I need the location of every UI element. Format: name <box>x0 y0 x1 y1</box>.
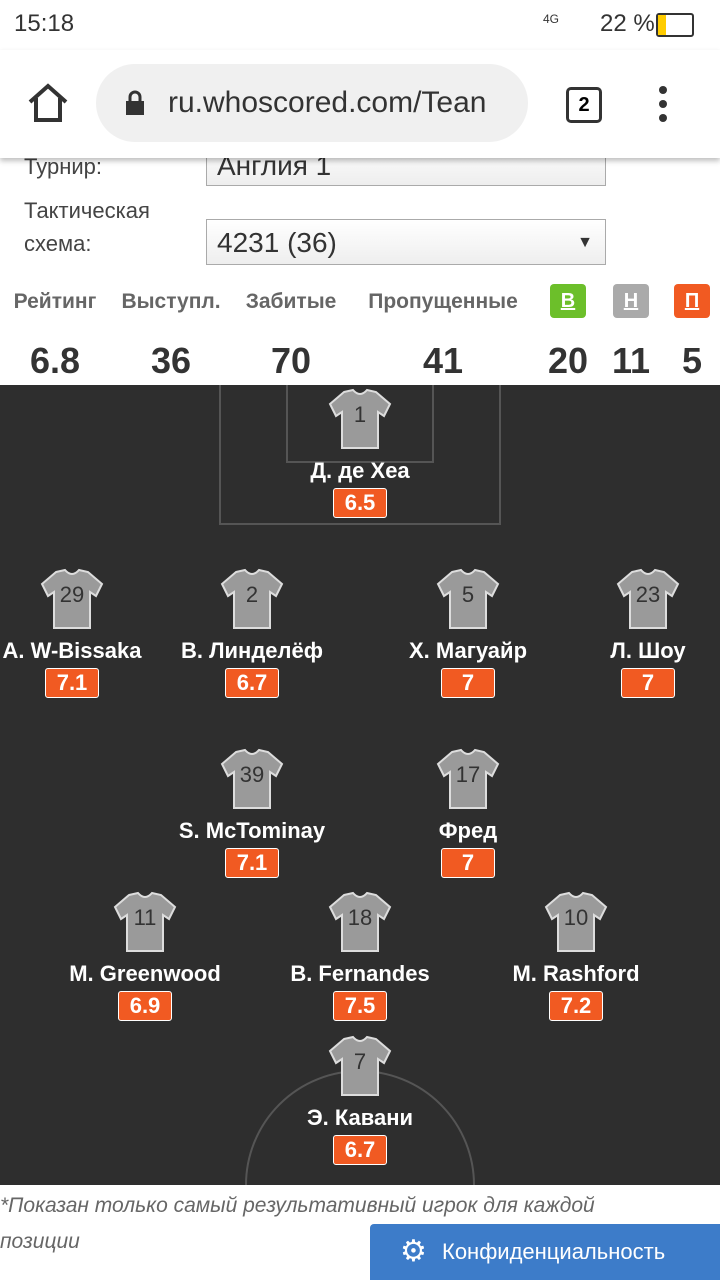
shirt: 29 <box>0 568 172 630</box>
player-name: M. Rashford <box>512 961 640 986</box>
player-name: Фред <box>438 818 498 843</box>
player-rating: 7.1 <box>45 668 99 698</box>
shirt-number: 39 <box>239 762 265 787</box>
player-rating: 6.9 <box>118 991 172 1021</box>
stat-value: 5 <box>681 340 703 381</box>
player: 17 Фред 7 <box>368 748 568 878</box>
player-rating: 7.2 <box>549 991 603 1021</box>
shirt-number: 11 <box>133 905 157 930</box>
player: 10 M. Rashford 7.2 <box>476 891 676 1021</box>
shirt: 23 <box>548 568 720 630</box>
player-rating: 6.7 <box>225 668 279 698</box>
player-rating: 7 <box>621 668 675 698</box>
player-rating: 6.7 <box>333 1135 387 1165</box>
result-badge: Н <box>613 284 649 318</box>
footnote: *Показан только самый результативный игр… <box>0 1194 595 1253</box>
browser-bar: ru.whoscored.com/Tean 2 <box>0 50 720 158</box>
battery-icon <box>656 13 694 37</box>
shirt-number: 29 <box>59 582 85 607</box>
player: 18 B. Fernandes 7.5 <box>260 891 460 1021</box>
player: 2 В. Линделёф 6.7 <box>152 568 352 698</box>
stat-value: 41 <box>422 340 464 381</box>
player: 39 S. McTominay 7.1 <box>152 748 352 878</box>
shirt-number: 10 <box>563 905 589 930</box>
player: 11 M. Greenwood 6.9 <box>45 891 245 1021</box>
shirt: 1 <box>260 388 460 450</box>
player: 1 Д. де Хеа 6.5 <box>260 388 460 518</box>
player-name: Д. де Хеа <box>310 458 410 483</box>
shirt: 11 <box>45 891 245 953</box>
result-badge: П <box>674 284 710 318</box>
shirt: 18 <box>260 891 460 953</box>
stat-value: 20 <box>547 340 589 381</box>
filter-label: Тактическая схема: <box>24 198 150 256</box>
stat-value: 6.8 <box>29 340 81 381</box>
shirt: 17 <box>368 748 568 810</box>
player: 7 Э. Кавани 6.7 <box>260 1035 460 1165</box>
shirt-number: 7 <box>353 1049 367 1074</box>
player-rating: 7 <box>441 668 495 698</box>
shirt-number: 1 <box>353 402 367 427</box>
shirt-number: 5 <box>461 582 475 607</box>
stat-label: Забитые <box>245 290 337 313</box>
stat-value: 70 <box>270 340 312 381</box>
player: 29 A. W-Bissaka 7.1 <box>0 568 172 698</box>
player-name: A. W-Bissaka <box>2 638 142 663</box>
stat-label: Рейтинг <box>13 290 97 313</box>
player: 23 Л. Шоу 7 <box>548 568 720 698</box>
shirt-number: 2 <box>245 582 259 607</box>
network: 4G <box>543 12 560 26</box>
player: 5 Х. Магуайр 7 <box>368 568 568 698</box>
filter-select[interactable]: 4231 (36) ▼ <box>206 219 606 265</box>
privacy-button[interactable]: ⚙ Конфиденциальность <box>370 1224 720 1280</box>
shirt: 2 <box>152 568 352 630</box>
player-name: S. McTominay <box>178 818 326 843</box>
shirt: 5 <box>368 568 568 630</box>
result-badge: В <box>550 284 586 318</box>
stat-value: 36 <box>150 340 192 381</box>
player-name: Х. Магуайр <box>408 638 528 663</box>
time: 15:18 <box>14 10 75 37</box>
shirt: 7 <box>260 1035 460 1097</box>
pitch: 1 Д. де Хеа 6.5 29 A. W-Bissaka 7.1 2 В. Линдел… <box>0 385 720 1185</box>
stat-label: Пропущенные <box>368 290 518 313</box>
stat-label: Выступл. <box>121 290 221 313</box>
player-rating: 7.5 <box>333 991 387 1021</box>
player-name: В. Линделёф <box>180 638 324 663</box>
player-name: Э. Кавани <box>306 1105 414 1130</box>
player-name: M. Greenwood <box>69 961 221 986</box>
battery: 22 % <box>600 10 655 37</box>
player-name: B. Fernandes <box>290 961 430 986</box>
player-rating: 7.1 <box>225 848 279 878</box>
player-rating: 7 <box>441 848 495 878</box>
tabs-button[interactable]: 2 <box>566 87 602 123</box>
privacy-label: Конфиденциальность <box>442 1239 666 1264</box>
shirt-number: 18 <box>347 905 373 930</box>
lock-icon <box>126 90 144 115</box>
shirt-number: 17 <box>455 762 481 787</box>
filter-label: Турнир: <box>24 154 102 179</box>
stat-value: 11 <box>611 340 651 381</box>
shirt: 10 <box>476 891 676 953</box>
shirt: 39 <box>152 748 352 810</box>
url: ru.whoscored.com/Tean <box>168 86 487 119</box>
player-rating: 6.5 <box>333 488 387 518</box>
menu-button[interactable] <box>656 86 670 122</box>
player-name: Л. Шоу <box>610 638 686 663</box>
home-button[interactable] <box>26 82 70 124</box>
filter-value: 4231 (36) <box>217 227 337 258</box>
url-bar[interactable]: ru.whoscored.com/Tean <box>96 64 528 142</box>
status-bar: 15:18 4G 22 % <box>0 0 720 50</box>
shirt-number: 23 <box>635 582 661 607</box>
